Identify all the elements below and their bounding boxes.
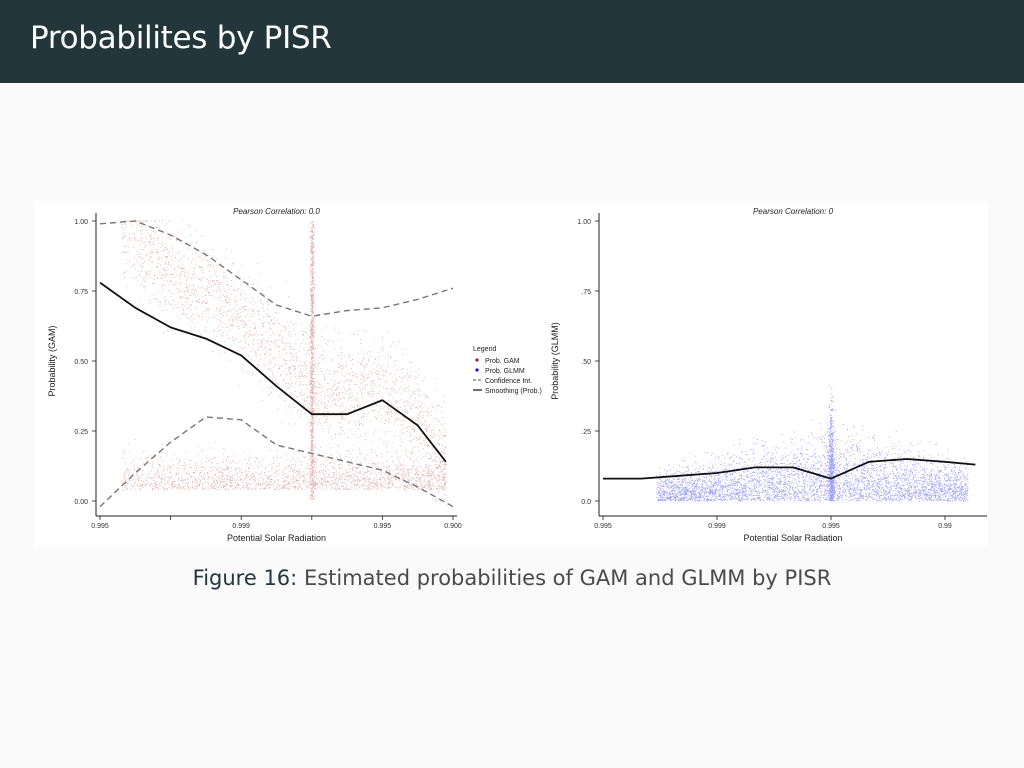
x-tick-label-2: 0.99: [938, 523, 952, 530]
y-axis-label-2: Probability (GLMM): [550, 322, 560, 400]
y-tick-label-1: 0.75: [74, 289, 88, 296]
chart-overlay: 0.00 0.25 0.50 0.75 1.00 0.995 0.999 0.995 0.900…: [47, 207, 987, 543]
gam-point-cloud: [121, 220, 447, 502]
x-tick-label-1: 0.999: [232, 523, 250, 530]
smoothing-line-2: [603, 458, 976, 480]
chart-title-1: Pearson Correlation: 0.0: [233, 207, 320, 216]
y-tick-label-2: .75: [581, 289, 591, 296]
x-tick-label-1: 0.900: [444, 523, 462, 530]
caption-label: Figure 16:: [192, 566, 298, 590]
legend-entry-3: Confidence Int.: [485, 378, 532, 385]
x-axis-label-1: Potential Solar Radiation: [227, 533, 326, 543]
x-tick-label-2: 0.999: [708, 523, 726, 530]
figure-caption: Figure 16: Estimated probabilities of GA…: [0, 566, 1024, 590]
x-tick-label-2: 0.995: [822, 523, 840, 530]
y-axis-label-1: Probability (GAM): [47, 325, 57, 396]
legend-entry-4: Smoothing (Prob.): [485, 388, 542, 395]
y-tick-label-1: 1.00: [74, 219, 88, 226]
confidence-band-line-1: [99, 220, 454, 317]
smoothing-line-1: [99, 281, 447, 463]
y-tick-label-1: 0.25: [74, 429, 88, 436]
gam-scatter-points: [121, 220, 447, 502]
legend-entry-1: Prob. GAM: [485, 358, 520, 365]
caption-text: Estimated probabilities of GAM and GLMM …: [303, 566, 832, 590]
confidence-band-line-1: [99, 416, 454, 508]
y-tick-label-1: 0.00: [74, 499, 88, 506]
figure-container: 0.00 0.25 0.50 0.75 1.00 0.995 0.999 0.995 0.900…: [35, 201, 988, 547]
slide-title: Probabilites by PISR: [30, 20, 332, 56]
x-tick-label-1: 0.995: [374, 523, 392, 530]
x-axis-label-2: Potential Solar Radiation: [743, 533, 842, 543]
chart-title-2: Pearson Correlation: 0: [753, 207, 834, 216]
glmm-point-cloud: [656, 385, 969, 502]
y-tick-label-2: .25: [581, 429, 591, 436]
y-tick-label-2: 0.0: [581, 499, 591, 506]
y-tick-label-2: 1.00: [577, 219, 591, 226]
x-tick-label-1: 0.995: [91, 523, 109, 530]
x-tick-label-2: 0.995: [594, 523, 612, 530]
glmm-scatter-points: [656, 385, 969, 502]
legend-title: Legend: [473, 346, 496, 353]
legend-key-2: [475, 368, 479, 372]
slide-header: Probabilites by PISR: [0, 0, 1024, 83]
y-tick-label-1: 0.50: [74, 359, 88, 366]
y-tick-label-2: .50: [581, 359, 591, 366]
legend-entry-2: Prob. GLMM: [485, 368, 525, 375]
legend-key-1: [475, 358, 479, 362]
figure-svg: 0.00 0.25 0.50 0.75 1.00 0.995 0.999 0.995 0.900…: [47, 207, 987, 543]
